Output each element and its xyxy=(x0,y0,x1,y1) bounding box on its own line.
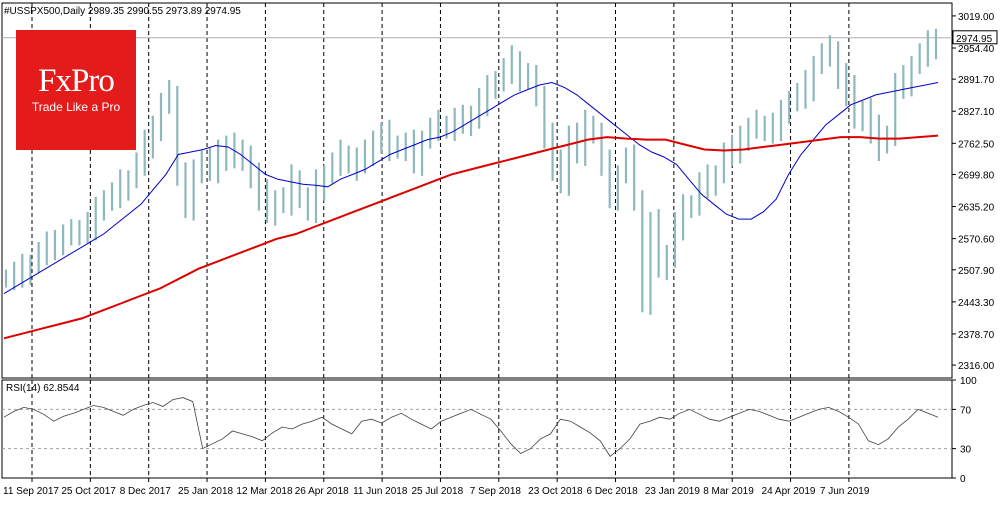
y-tick-label: 2443.30 xyxy=(958,298,995,309)
y-tick-label: 2891.70 xyxy=(958,75,995,86)
y-tick-label: 2570.60 xyxy=(958,235,995,246)
logo-title: FxPro xyxy=(38,63,115,99)
y-tick-label: 2316.00 xyxy=(958,361,995,372)
ma-blue-line xyxy=(3,81,939,295)
chart-title: #USSPX500,Daily 2989.35 2990.55 2973.89 … xyxy=(4,6,241,17)
rsi-frame xyxy=(1,379,953,479)
x-tick-label: 7 Sep 2018 xyxy=(470,486,522,497)
last-price-label: 2974.95 xyxy=(956,34,993,45)
rsi-y-tick-label: 100 xyxy=(960,376,977,387)
x-tick-label: 6 Dec 2018 xyxy=(587,486,639,497)
rsi-y-tick-label: 70 xyxy=(960,405,972,416)
rsi-panel: 100 70 30 0 xyxy=(1,376,977,485)
x-tick-label: 23 Oct 2018 xyxy=(528,486,583,497)
y-tick-label: 2954.40 xyxy=(958,44,995,55)
price-frame xyxy=(1,2,953,379)
y-tick-label: 3019.00 xyxy=(958,12,995,23)
rsi-line xyxy=(3,397,939,457)
x-axis: 11 Sep 2017 25 Oct 2017 8 Dec 2017 25 Jan 2… xyxy=(3,478,870,497)
ma-red-line xyxy=(3,134,939,340)
logo-tagline: Trade Like a Pro xyxy=(31,100,121,114)
x-tick-label: 23 Jan 2019 xyxy=(645,486,700,497)
x-tick-label: 25 Oct 2017 xyxy=(61,486,116,497)
x-tick-label: 7 Jun 2019 xyxy=(820,486,870,497)
y-tick-label: 2507.90 xyxy=(958,266,995,277)
y-tick-label: 2635.20 xyxy=(958,203,995,214)
last-price-marker xyxy=(952,30,998,45)
rsi-title: RSI(14) 62.8544 xyxy=(6,383,80,394)
rsi-y-tick-label: 30 xyxy=(960,445,972,456)
price-panel: 3019.00 2954.40 2891.70 2827.10 2762.50 2699.… xyxy=(1,2,998,379)
x-tick-label: 12 Mar 2018 xyxy=(236,486,293,497)
rsi-y-tick-label: 0 xyxy=(960,474,966,485)
y-tick-label: 2827.10 xyxy=(958,107,995,118)
y-tick-label: 2699.80 xyxy=(958,170,995,181)
x-tick-label: 11 Jun 2018 xyxy=(353,486,408,497)
x-tick-label: 8 Mar 2019 xyxy=(703,486,754,497)
x-tick-label: 24 Apr 2019 xyxy=(762,486,816,497)
y-tick-label: 2762.50 xyxy=(958,139,995,150)
x-tick-label: 25 Jul 2018 xyxy=(411,486,463,497)
fxpro-logo: FxPro Trade Like a Pro xyxy=(16,30,136,150)
x-tick-label: 8 Dec 2017 xyxy=(120,486,172,497)
x-tick-label: 25 Jan 2018 xyxy=(178,486,233,497)
x-tick-label: 11 Sep 2017 xyxy=(3,486,59,497)
x-tick-label: 26 Apr 2018 xyxy=(295,486,349,497)
y-tick-label: 2378.70 xyxy=(958,330,995,341)
